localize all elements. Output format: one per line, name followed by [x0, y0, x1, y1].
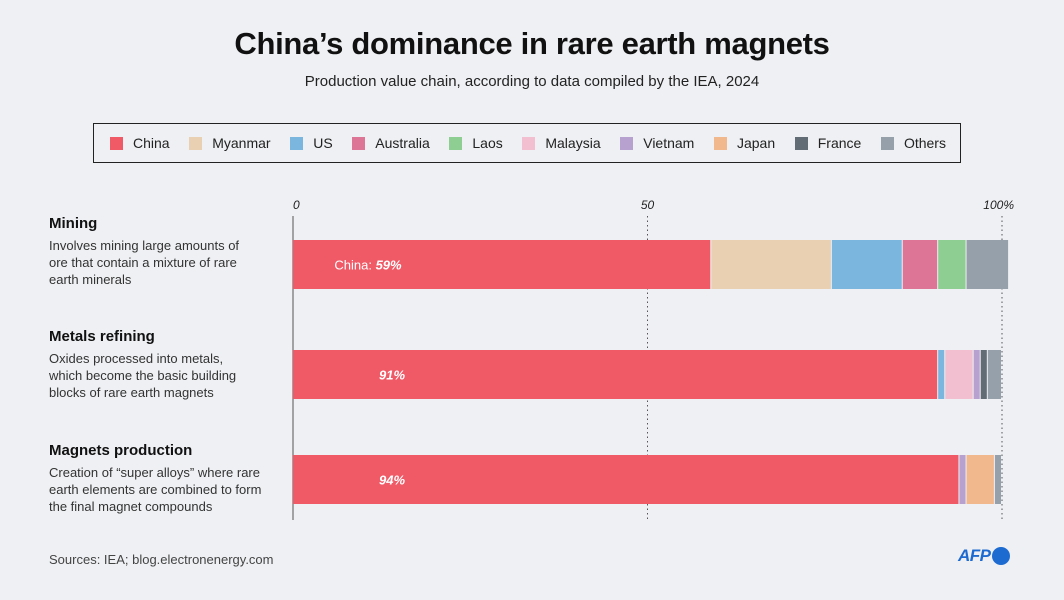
legend-label: US: [313, 135, 333, 151]
bar-segment-others: [994, 455, 1001, 504]
legend-swatch: [880, 136, 894, 150]
bar-segment-china: [293, 455, 959, 504]
legend-item-others: Others: [880, 135, 946, 151]
data-label: China: 59%: [334, 258, 402, 273]
bar-segment-others: [987, 350, 1001, 399]
legend-item-australia: Australia: [352, 135, 430, 151]
bar-segment-australia: [902, 240, 938, 289]
legend-swatch: [290, 136, 304, 150]
bar-segment-vietnam: [973, 350, 980, 399]
tick-label: 50: [641, 198, 655, 212]
legend-label: Laos: [472, 135, 503, 151]
row-desc-line: Oxides processed into metals,: [49, 351, 224, 366]
bar-segment-china: [293, 240, 711, 289]
legend-item-vietnam: Vietnam: [620, 135, 694, 151]
row-desc-line: blocks of rare earth magnets: [49, 385, 214, 400]
row-desc-line: which become the basic building: [49, 368, 237, 383]
legend-swatch: [110, 136, 123, 150]
legend-item-japan: Japan: [713, 135, 776, 151]
legend-label: China: [133, 135, 170, 151]
row-desc-line: earth elements are combined to form: [49, 482, 262, 497]
row-desc-line: the final magnet compounds: [49, 499, 213, 514]
bar-segment-us: [831, 240, 902, 289]
tick-label: 100%: [983, 198, 1014, 212]
legend-item-malaysia: Malaysia: [522, 135, 601, 151]
row-desc-line: ore that contain a mixture of rare: [49, 255, 237, 270]
bar-segment-laos: [938, 240, 966, 289]
bar-segment-japan: [966, 455, 994, 504]
bar-segment-france: [980, 350, 987, 399]
legend: China Myanmar US Australia Laos Malaysia Vietn…: [93, 123, 961, 163]
legend-swatch: [620, 136, 634, 150]
row-desc-line: Creation of “super alloys” where rare: [49, 465, 260, 480]
legend-label: Others: [903, 135, 946, 151]
legend-item-myanmar: Myanmar: [189, 135, 271, 151]
legend-label: Vietnam: [643, 135, 695, 151]
afp-logo: AFP: [958, 546, 1010, 566]
legend-item-laos: Laos: [449, 135, 503, 151]
legend-item-france: France: [794, 135, 862, 151]
legend-swatch: [522, 136, 536, 150]
data-label: 91%: [379, 368, 405, 383]
bar-segment-others: [966, 240, 1009, 289]
legend-item-china: China: [110, 135, 170, 151]
legend-item-us: US: [290, 135, 333, 151]
legend-swatch: [794, 136, 808, 150]
legend-label: France: [817, 135, 862, 151]
row-desc-line: earth minerals: [49, 272, 132, 287]
source-note: Sources: IEA; blog.electronenergy.com: [49, 552, 274, 567]
legend-label: Malaysia: [545, 135, 601, 151]
legend-swatch: [449, 136, 463, 150]
tick-label: 0: [293, 198, 300, 212]
legend-label: Australia: [375, 135, 430, 151]
legend-label: Myanmar: [212, 135, 271, 151]
bar-segment-malaysia: [945, 350, 973, 399]
legend-swatch: [713, 136, 727, 150]
bar-segment-us: [938, 350, 945, 399]
afp-logo-text: AFP: [958, 546, 991, 565]
legend-swatch: [189, 136, 203, 150]
row-desc-metals-refining: Oxides processed into metals, which beco…: [49, 350, 284, 401]
row-heading-mining: Mining: [49, 215, 98, 232]
data-label: 94%: [379, 473, 405, 488]
legend-label: Japan: [736, 135, 776, 151]
row-desc-mining: Involves mining large amounts of ore tha…: [49, 237, 284, 288]
row-heading-magnets-production: Magnets production: [49, 442, 193, 459]
bar-segment-vietnam: [959, 455, 966, 504]
row-heading-metals-refining: Metals refining: [49, 328, 155, 345]
bar-segment-myanmar: [711, 240, 831, 289]
row-desc-magnets-production: Creation of “super alloys” where rare ea…: [49, 464, 284, 515]
chart-title: China’s dominance in rare earth magnets: [234, 26, 830, 61]
afp-logo-dot-icon: [991, 547, 1010, 565]
bar-segment-china: [293, 350, 938, 399]
row-desc-line: Involves mining large amounts of: [49, 238, 240, 253]
legend-swatch: [352, 136, 366, 150]
chart-subtitle: Production value chain, according to dat…: [304, 73, 760, 90]
